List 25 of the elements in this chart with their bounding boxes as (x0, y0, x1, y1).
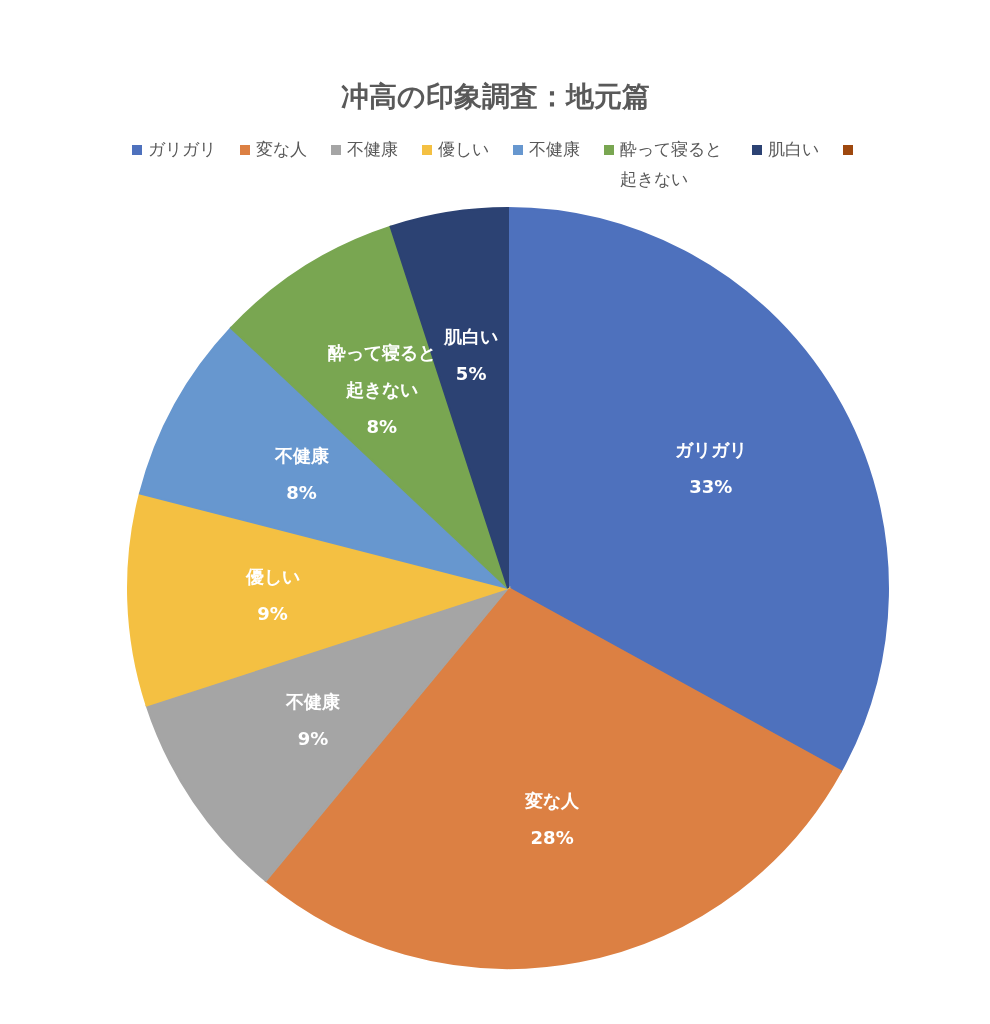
data-label: 9% (257, 602, 288, 627)
data-label: 8% (286, 481, 317, 506)
chart-title: 冲高の印象調査：地元篇 (339, 79, 651, 115)
slice-label: 不健康 (285, 690, 342, 715)
legend-label: 不健康 (528, 138, 580, 161)
data-label: 5% (455, 362, 487, 387)
pie-slice (507, 207, 889, 773)
slice-label: 肌白い (444, 326, 499, 348)
pie-slice (229, 225, 509, 589)
slice-label: 変な人 (524, 789, 581, 814)
legend-label: 優しい (437, 138, 489, 161)
legend-label: 不健康 (346, 138, 398, 161)
data-label: 9% (297, 727, 329, 752)
pie-slice (145, 587, 509, 882)
data-label: 8% (366, 414, 398, 439)
legend-label: 変な人 (255, 138, 307, 161)
legend-label: 酔って寝ると起きない (619, 138, 723, 191)
legend-label: ガリガリ (147, 138, 216, 161)
data-label: 28% (530, 826, 574, 851)
data-label: 33% (689, 475, 733, 500)
slice-label: ガリガリ (673, 438, 748, 463)
slice-label: 優しい (244, 565, 301, 590)
slice-label: 不健康 (273, 444, 330, 469)
legend-label: 肌白い (767, 138, 819, 161)
pie-slice (138, 326, 509, 589)
